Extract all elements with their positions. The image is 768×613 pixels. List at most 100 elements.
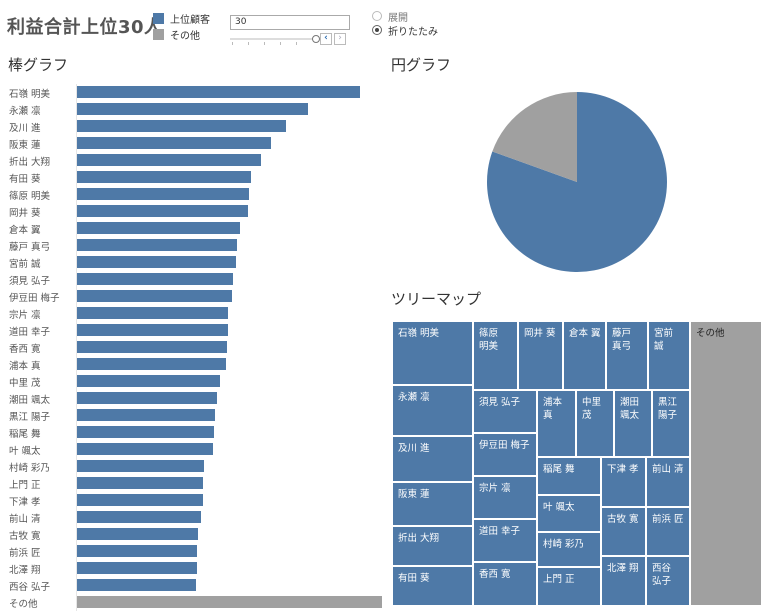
treemap-tile[interactable]: 須見 弘子 xyxy=(473,390,537,433)
bar-other[interactable] xyxy=(77,596,382,608)
bar-row[interactable]: 香西 寛 xyxy=(0,339,390,356)
treemap-tile[interactable]: 阪東 蓮 xyxy=(392,482,473,526)
treemap-tile[interactable]: 篠原 明美 xyxy=(473,321,518,390)
treemap-tile[interactable]: 古牧 寛 xyxy=(601,507,646,556)
bar-row[interactable]: 有田 葵 xyxy=(0,169,390,186)
treemap-tile[interactable]: 前山 清 xyxy=(646,457,690,507)
bar-row[interactable]: 中里 茂 xyxy=(0,373,390,390)
pie-slice-other[interactable] xyxy=(492,92,577,182)
increment-button[interactable]: › xyxy=(334,32,346,45)
bar-row[interactable]: その他 xyxy=(0,594,390,611)
bar-top-customer[interactable] xyxy=(77,426,214,438)
treemap-tile[interactable]: 藤戸 真弓 xyxy=(606,321,648,390)
treemap-tile[interactable]: 上門 正 xyxy=(537,567,601,606)
bar-top-customer[interactable] xyxy=(77,392,217,404)
treemap-tile[interactable]: 道田 幸子 xyxy=(473,519,537,562)
bar-row[interactable]: 前浜 匠 xyxy=(0,543,390,560)
treemap-tile[interactable]: 黒江 陽子 xyxy=(652,390,690,457)
bar-row[interactable]: 西谷 弘子 xyxy=(0,577,390,594)
radio-button[interactable] xyxy=(372,11,382,21)
bar-top-customer[interactable] xyxy=(77,341,227,353)
treemap-tile[interactable]: 岡井 葵 xyxy=(518,321,563,390)
bar-top-customer[interactable] xyxy=(77,239,237,251)
bar-row[interactable]: 稲尾 舞 xyxy=(0,424,390,441)
bar-row[interactable]: 下津 孝 xyxy=(0,492,390,509)
bar-top-customer[interactable] xyxy=(77,154,261,166)
treemap-tile[interactable]: 北澤 翔 xyxy=(601,556,646,606)
bar-top-customer[interactable] xyxy=(77,494,203,506)
bar-top-customer[interactable] xyxy=(77,511,201,523)
treemap-tile[interactable]: 永瀬 凛 xyxy=(392,385,473,436)
treemap-tile[interactable]: 浦本 真 xyxy=(537,390,576,457)
radio-option-expand[interactable]: 展開 xyxy=(372,9,438,24)
legend-item-other[interactable]: その他 xyxy=(153,26,210,42)
bar-top-customer[interactable] xyxy=(77,528,198,540)
treemap-tile[interactable]: 倉本 翼 xyxy=(563,321,606,390)
bar-row[interactable]: 上門 正 xyxy=(0,475,390,492)
bar-row[interactable]: 叶 颯太 xyxy=(0,441,390,458)
bar-top-customer[interactable] xyxy=(77,358,226,370)
bar-row[interactable]: 北澤 翔 xyxy=(0,560,390,577)
bar-top-customer[interactable] xyxy=(77,256,236,268)
bar-top-customer[interactable] xyxy=(77,375,220,387)
treemap-tile[interactable]: 潮田 颯太 xyxy=(614,390,652,457)
bar-row[interactable]: 前山 清 xyxy=(0,509,390,526)
bar-row[interactable]: 黒江 陽子 xyxy=(0,407,390,424)
top-n-slider[interactable] xyxy=(230,33,320,45)
radio-option-collapse[interactable]: 折りたたみ xyxy=(372,23,438,38)
bar-top-customer[interactable] xyxy=(77,273,233,285)
treemap-tile[interactable]: 香西 寛 xyxy=(473,562,537,606)
treemap-tile-other[interactable]: その他 xyxy=(690,321,762,606)
bar-top-customer[interactable] xyxy=(77,579,196,591)
bar-top-customer[interactable] xyxy=(77,324,228,336)
bar-top-customer[interactable] xyxy=(77,86,360,98)
bar-top-customer[interactable] xyxy=(77,103,308,115)
treemap-tile[interactable]: 折出 大翔 xyxy=(392,526,473,566)
bar-row[interactable]: 折出 大翔 xyxy=(0,152,390,169)
bar-row[interactable]: 宗片 凛 xyxy=(0,305,390,322)
bar-row[interactable]: 阪東 蓮 xyxy=(0,135,390,152)
bar-top-customer[interactable] xyxy=(77,188,249,200)
bar-row[interactable]: 古牧 寛 xyxy=(0,526,390,543)
bar-top-customer[interactable] xyxy=(77,120,286,132)
decrement-button[interactable]: ‹ xyxy=(320,32,332,45)
slider-thumb[interactable] xyxy=(312,34,320,43)
treemap-tile[interactable]: 石嶺 明美 xyxy=(392,321,473,385)
bar-row[interactable]: 須見 弘子 xyxy=(0,271,390,288)
bar-row[interactable]: 及川 進 xyxy=(0,118,390,135)
bar-top-customer[interactable] xyxy=(77,477,203,489)
treemap-tile[interactable]: 中里 茂 xyxy=(576,390,614,457)
treemap-tile[interactable]: 下津 孝 xyxy=(601,457,646,507)
bar-row[interactable]: 伊豆田 梅子 xyxy=(0,288,390,305)
bar-row[interactable]: 潮田 颯太 xyxy=(0,390,390,407)
bar-row[interactable]: 石嶺 明美 xyxy=(0,84,390,101)
bar-row[interactable]: 宮前 誠 xyxy=(0,254,390,271)
bar-top-customer[interactable] xyxy=(77,562,197,574)
bar-row[interactable]: 道田 幸子 xyxy=(0,322,390,339)
bar-row[interactable]: 藤戸 真弓 xyxy=(0,237,390,254)
bar-top-customer[interactable] xyxy=(77,171,251,183)
treemap-tile[interactable]: 前浜 匠 xyxy=(646,507,690,556)
treemap-tile[interactable]: 村崎 彩乃 xyxy=(537,532,601,567)
treemap-tile[interactable]: 宮前 誠 xyxy=(648,321,690,390)
bar-top-customer[interactable] xyxy=(77,443,213,455)
treemap-tile[interactable]: 有田 葵 xyxy=(392,566,473,606)
treemap-tile[interactable]: 叶 颯太 xyxy=(537,495,601,532)
bar-row[interactable]: 浦本 真 xyxy=(0,356,390,373)
treemap-tile[interactable]: 宗片 凛 xyxy=(473,476,537,519)
bar-top-customer[interactable] xyxy=(77,205,248,217)
radio-button[interactable] xyxy=(372,25,382,35)
bar-top-customer[interactable] xyxy=(77,460,204,472)
bar-row[interactable]: 倉本 翼 xyxy=(0,220,390,237)
bar-row[interactable]: 村崎 彩乃 xyxy=(0,458,390,475)
bar-top-customer[interactable] xyxy=(77,307,228,319)
bar-top-customer[interactable] xyxy=(77,545,197,557)
legend-item-top[interactable]: 上位顧客 xyxy=(153,10,210,26)
treemap-tile[interactable]: 稲尾 舞 xyxy=(537,457,601,495)
bar-top-customer[interactable] xyxy=(77,409,215,421)
treemap-tile[interactable]: 伊豆田 梅子 xyxy=(473,433,537,476)
bar-row[interactable]: 岡井 葵 xyxy=(0,203,390,220)
bar-top-customer[interactable] xyxy=(77,222,240,234)
top-n-input[interactable] xyxy=(230,14,350,30)
treemap-tile[interactable]: 及川 進 xyxy=(392,436,473,482)
